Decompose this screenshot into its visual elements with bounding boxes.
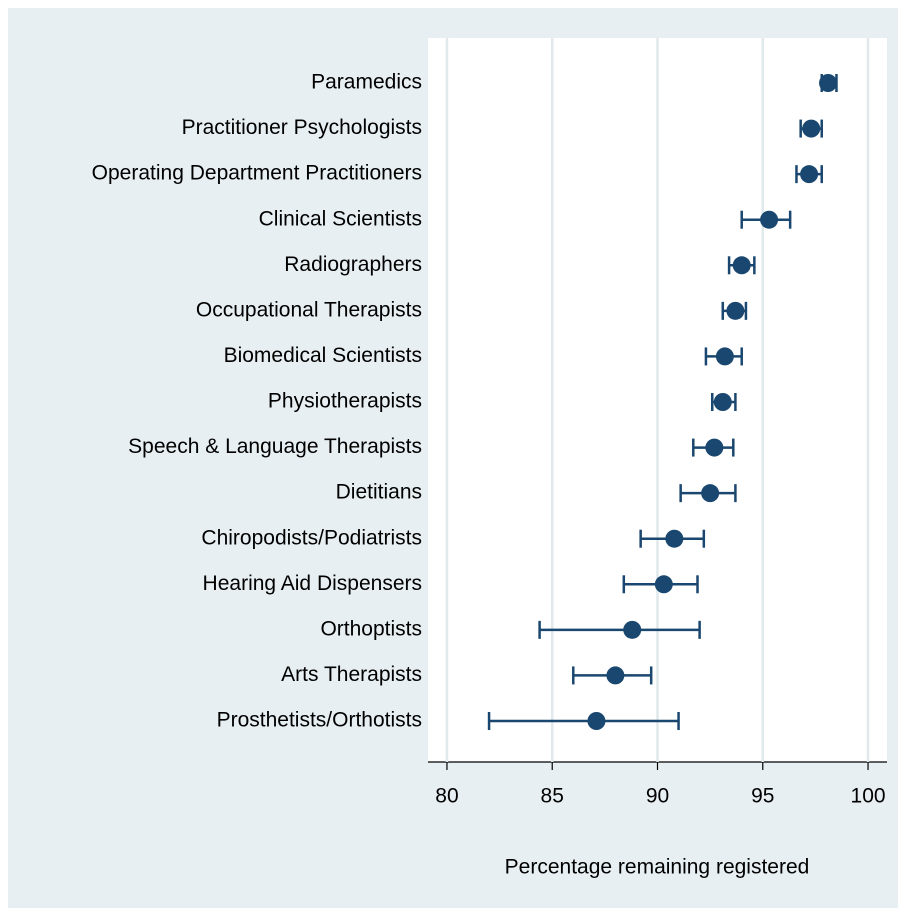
y-category-label: Operating Department Practitioners [92,162,422,185]
point [800,165,819,184]
point [760,210,779,229]
y-category-label: Hearing Aid Dispensers [203,572,422,595]
y-category-label: Paramedics [311,71,422,94]
y-category-label: Occupational Therapists [196,298,422,321]
point [819,74,838,92]
y-category-label: Speech & Language Therapists [128,435,422,458]
x-tick-label: 80 [435,785,458,808]
point [802,119,821,138]
x-tick-label: 85 [541,785,564,808]
point [715,347,734,366]
point [606,666,625,685]
y-category-label: Biomedical Scientists [224,344,422,367]
y-category-label: Practitioner Psychologists [182,116,422,139]
point [705,438,724,457]
y-category-label: Dietitians [336,481,422,504]
point [732,256,751,275]
point [701,484,720,503]
point [665,529,684,548]
x-tick-label: 90 [646,785,669,808]
point [654,575,673,594]
x-axis-title: Percentage remaining registered [505,856,810,879]
x-tick-label: 95 [751,785,774,808]
point [726,301,745,320]
point [587,712,606,730]
y-category-label: Clinical Scientists [259,207,422,230]
y-category-label: Radiographers [284,253,422,276]
x-tick-label: 100 [851,785,886,808]
y-category-label: Arts Therapists [281,663,422,686]
y-category-label: Chiropodists/Podiatrists [201,526,422,549]
y-category-label: Prosthetists/Orthotists [217,709,422,732]
point [623,620,642,639]
y-category-label: Physiotherapists [268,390,422,413]
y-category-label: Orthoptists [320,617,422,640]
point [713,393,732,411]
